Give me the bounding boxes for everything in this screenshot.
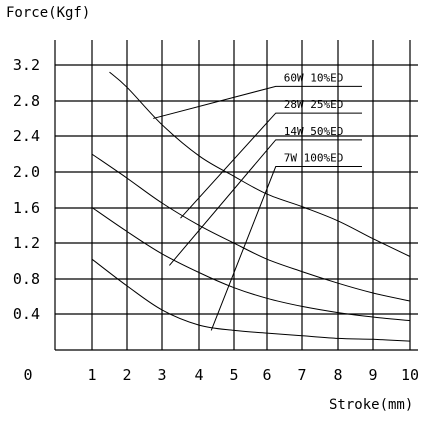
y-axis-title: Force(Kgf) [6, 5, 90, 21]
legend-leader-line [210, 166, 362, 331]
legend-leader-line [180, 112, 362, 219]
y-tick-label: 1.6 [13, 199, 40, 217]
y-tick-label: 2.0 [13, 163, 40, 181]
y-tick-label: 0.8 [13, 270, 40, 288]
legend-leader-line [153, 85, 362, 119]
x-axis-title: Stroke(mm) [329, 397, 413, 413]
x-tick-label: 0 [23, 366, 32, 384]
series-line [91, 207, 411, 322]
chart-grid [54, 40, 418, 351]
x-tick-label: 9 [368, 366, 377, 384]
x-tick-label: 10 [401, 366, 419, 384]
series-line [91, 258, 411, 342]
legend-label: 14W 50%ED [284, 125, 344, 138]
series-line [91, 153, 411, 302]
x-tick-label: 4 [194, 366, 203, 384]
x-tick-label: 6 [262, 366, 271, 384]
y-tick-label: 0.4 [13, 305, 40, 323]
x-tick-label: 8 [333, 366, 342, 384]
x-tick-label: 1 [87, 366, 96, 384]
legend-label: 7W 100%ED [284, 152, 344, 165]
y-tick-label: 3.2 [13, 56, 40, 74]
y-tick-label: 1.2 [13, 234, 40, 252]
chart-curves [91, 71, 411, 342]
legend-label: 60W 10%ED [284, 71, 344, 84]
y-tick-label: 2.8 [13, 92, 40, 110]
y-tick-label: 2.4 [13, 127, 40, 145]
tick-labels: 0 1 2 3 4 5 6 7 8 9 10 0.4 0.8 1.2 1.6 2.0 2.4 2.8 3.2 [13, 56, 419, 384]
legend: 60W 10%ED 28W 25%ED 14W 50%ED 7W 100%ED [284, 71, 344, 164]
x-tick-label: 2 [122, 366, 131, 384]
x-tick-label: 3 [157, 366, 166, 384]
legend-label: 28W 25%ED [284, 98, 344, 111]
legend-leader-lines [153, 85, 362, 331]
series-line [109, 71, 411, 257]
x-tick-label: 7 [297, 366, 306, 384]
legend-leader-line [169, 139, 362, 266]
x-tick-label: 5 [229, 366, 238, 384]
